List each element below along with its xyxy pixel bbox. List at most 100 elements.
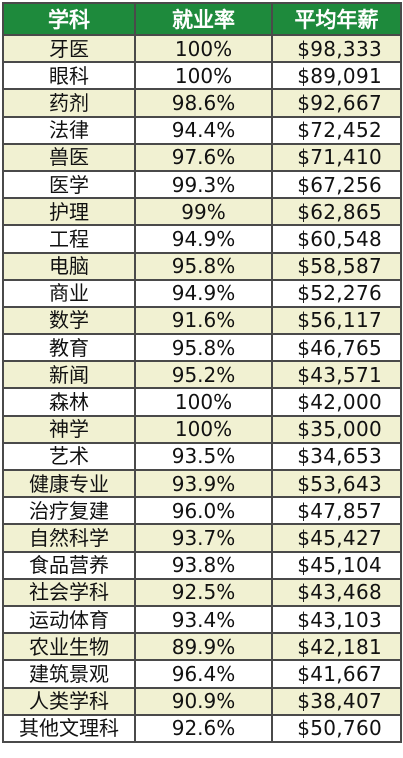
table-row: 艺术 93.5% $34,653 bbox=[2, 441, 402, 472]
cell-avg-salary: $45,104 bbox=[271, 550, 402, 580]
cell-major: 运动体育 bbox=[2, 604, 136, 635]
cell-major: 数学 bbox=[2, 305, 136, 336]
cell-avg-salary: $43,571 bbox=[271, 360, 402, 390]
cell-major: 药剂 bbox=[2, 88, 136, 118]
table-row: 自然科学 93.7% $45,427 bbox=[2, 523, 402, 553]
cell-major: 艺术 bbox=[2, 441, 136, 472]
header-row: 学科 就业率 平均年薪 bbox=[2, 2, 402, 36]
cell-employment-rate: 93.5% bbox=[134, 441, 273, 472]
cell-employment-rate: 93.9% bbox=[134, 468, 273, 499]
cell-major: 工程 bbox=[2, 224, 136, 254]
table-row: 农业生物 89.9% $42,181 bbox=[2, 632, 402, 662]
cell-employment-rate: 97.6% bbox=[134, 142, 273, 172]
cell-major: 电脑 bbox=[2, 251, 136, 281]
cell-avg-salary: $42,181 bbox=[271, 632, 402, 662]
table-row: 法律 94.4% $72,452 bbox=[2, 115, 402, 145]
cell-employment-rate: 100% bbox=[134, 387, 273, 417]
table-row: 健康专业 93.9% $53,643 bbox=[2, 468, 402, 499]
table-row: 眼科 100% $89,091 bbox=[2, 61, 402, 91]
column-header-major: 学科 bbox=[2, 2, 136, 36]
cell-avg-salary: $50,760 bbox=[271, 713, 402, 743]
cell-major: 商业 bbox=[2, 278, 136, 308]
cell-employment-rate: 100% bbox=[134, 61, 273, 91]
cell-avg-salary: $56,117 bbox=[271, 305, 402, 336]
cell-major: 自然科学 bbox=[2, 523, 136, 553]
cell-major: 农业生物 bbox=[2, 632, 136, 662]
cell-employment-rate: 93.7% bbox=[134, 523, 273, 553]
cell-major: 法律 bbox=[2, 115, 136, 145]
cell-avg-salary: $89,091 bbox=[271, 61, 402, 91]
cell-employment-rate: 92.5% bbox=[134, 577, 273, 607]
cell-avg-salary: $60,548 bbox=[271, 224, 402, 254]
table-row: 护理 99% $62,865 bbox=[2, 197, 402, 227]
cell-employment-rate: 100% bbox=[134, 414, 273, 444]
cell-avg-salary: $43,103 bbox=[271, 604, 402, 635]
cell-avg-salary: $67,256 bbox=[271, 169, 402, 200]
cell-employment-rate: 96.4% bbox=[134, 659, 273, 689]
cell-avg-salary: $46,765 bbox=[271, 333, 402, 363]
cell-avg-salary: $53,643 bbox=[271, 468, 402, 499]
table-row: 治疗复建 96.0% $47,857 bbox=[2, 496, 402, 526]
cell-employment-rate: 92.6% bbox=[134, 713, 273, 743]
cell-employment-rate: 99.3% bbox=[134, 169, 273, 200]
cell-employment-rate: 94.9% bbox=[134, 278, 273, 308]
cell-major: 社会学科 bbox=[2, 577, 136, 607]
cell-avg-salary: $98,333 bbox=[271, 33, 402, 64]
table-row: 神学 100% $35,000 bbox=[2, 414, 402, 444]
table-row: 医学 99.3% $67,256 bbox=[2, 169, 402, 200]
cell-employment-rate: 89.9% bbox=[134, 632, 273, 662]
table-row: 社会学科 92.5% $43,468 bbox=[2, 577, 402, 607]
cell-avg-salary: $47,857 bbox=[271, 496, 402, 526]
table-body: 牙医 100% $98,333 眼科 100% $89,091 药剂 98.6% $92,667… bbox=[2, 33, 402, 743]
cell-employment-rate: 94.4% bbox=[134, 115, 273, 145]
major-employment-salary-table: 学科 就业率 平均年薪 牙医 100% $98,333 眼科 100% $89,091 药剂… bbox=[2, 2, 402, 743]
cell-avg-salary: $58,587 bbox=[271, 251, 402, 281]
cell-avg-salary: $62,865 bbox=[271, 197, 402, 227]
cell-major: 食品营养 bbox=[2, 550, 136, 580]
cell-major: 治疗复建 bbox=[2, 496, 136, 526]
column-header-employment-rate: 就业率 bbox=[134, 2, 273, 36]
cell-avg-salary: $52,276 bbox=[271, 278, 402, 308]
cell-major: 健康专业 bbox=[2, 468, 136, 499]
table-header: 学科 就业率 平均年薪 bbox=[2, 2, 402, 36]
table-row: 电脑 95.8% $58,587 bbox=[2, 251, 402, 281]
table-row: 森林 100% $42,000 bbox=[2, 387, 402, 417]
table-row: 教育 95.8% $46,765 bbox=[2, 333, 402, 363]
table-row: 食品营养 93.8% $45,104 bbox=[2, 550, 402, 580]
cell-employment-rate: 95.2% bbox=[134, 360, 273, 390]
cell-avg-salary: $92,667 bbox=[271, 88, 402, 118]
cell-employment-rate: 93.8% bbox=[134, 550, 273, 580]
cell-avg-salary: $41,667 bbox=[271, 659, 402, 689]
cell-employment-rate: 100% bbox=[134, 33, 273, 64]
table-row: 人类学科 90.9% $38,407 bbox=[2, 686, 402, 716]
table-row: 运动体育 93.4% $43,103 bbox=[2, 604, 402, 635]
cell-major: 其他文理科 bbox=[2, 713, 136, 743]
cell-employment-rate: 98.6% bbox=[134, 88, 273, 118]
cell-major: 建筑景观 bbox=[2, 659, 136, 689]
cell-avg-salary: $72,452 bbox=[271, 115, 402, 145]
cell-employment-rate: 94.9% bbox=[134, 224, 273, 254]
cell-avg-salary: $71,410 bbox=[271, 142, 402, 172]
cell-major: 医学 bbox=[2, 169, 136, 200]
table-row: 建筑景观 96.4% $41,667 bbox=[2, 659, 402, 689]
cell-employment-rate: 99% bbox=[134, 197, 273, 227]
cell-avg-salary: $38,407 bbox=[271, 686, 402, 716]
cell-major: 神学 bbox=[2, 414, 136, 444]
cell-employment-rate: 95.8% bbox=[134, 333, 273, 363]
cell-major: 森林 bbox=[2, 387, 136, 417]
cell-major: 眼科 bbox=[2, 61, 136, 91]
cell-employment-rate: 90.9% bbox=[134, 686, 273, 716]
table-row: 兽医 97.6% $71,410 bbox=[2, 142, 402, 172]
cell-avg-salary: $35,000 bbox=[271, 414, 402, 444]
cell-major: 护理 bbox=[2, 197, 136, 227]
table-row: 牙医 100% $98,333 bbox=[2, 33, 402, 64]
cell-major: 新闻 bbox=[2, 360, 136, 390]
cell-employment-rate: 91.6% bbox=[134, 305, 273, 336]
cell-avg-salary: $43,468 bbox=[271, 577, 402, 607]
cell-employment-rate: 95.8% bbox=[134, 251, 273, 281]
cell-major: 教育 bbox=[2, 333, 136, 363]
cell-major: 牙医 bbox=[2, 33, 136, 64]
column-header-avg-salary: 平均年薪 bbox=[271, 2, 402, 36]
table-row: 药剂 98.6% $92,667 bbox=[2, 88, 402, 118]
